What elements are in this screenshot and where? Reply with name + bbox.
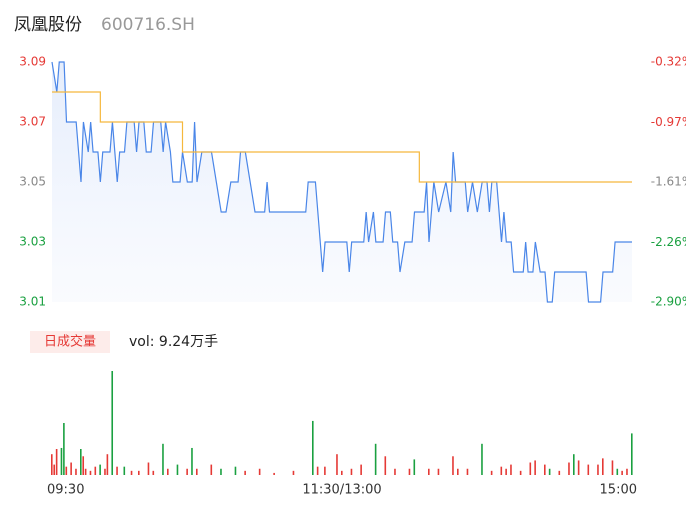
volume-bar <box>55 449 58 475</box>
volume-bar <box>534 460 536 475</box>
volume-bar <box>99 464 101 475</box>
volume-bar <box>104 468 106 475</box>
volume-bar <box>558 470 561 475</box>
volume-bar <box>60 447 63 475</box>
volume-bar <box>116 466 118 475</box>
volume-bar <box>162 443 164 475</box>
volume-bar <box>437 468 440 475</box>
volume-bar <box>626 468 628 475</box>
volume-bar <box>176 464 179 475</box>
volume-bar <box>631 433 633 475</box>
volume-bar <box>138 470 140 475</box>
volume-bar <box>210 464 213 475</box>
x-tick-label: 11:30/13:00 <box>302 483 381 498</box>
volume-text: vol: 9.24万手 <box>129 334 218 350</box>
volume-bar <box>544 464 546 475</box>
volume-bar <box>53 464 56 475</box>
volume-bar <box>500 466 503 475</box>
y2-tick-label: -0.32% <box>651 55 686 69</box>
volume-bar <box>167 468 169 475</box>
volume-bar <box>273 472 275 475</box>
volume-bar <box>75 468 77 475</box>
volume-bar <box>324 466 326 475</box>
volume-bar <box>89 470 92 475</box>
volume-bar <box>70 462 72 475</box>
volume-bar <box>341 470 343 475</box>
volume-bar <box>130 470 133 475</box>
y2-tick-label: -0.97% <box>651 115 686 129</box>
volume-bar <box>428 468 430 475</box>
volume-bar <box>220 468 222 475</box>
volume-bar <box>374 443 377 475</box>
volume-bar <box>573 454 575 475</box>
volume-bar <box>244 470 246 475</box>
volume-bar <box>152 470 155 475</box>
volume-bar <box>336 454 338 475</box>
y-tick-label: 3.01 <box>19 295 46 309</box>
volume-bar <box>568 462 570 475</box>
volume-bar <box>577 460 580 475</box>
volume-bar <box>51 454 53 475</box>
volume-bar <box>82 456 85 475</box>
volume-bar <box>621 470 623 475</box>
volume-bar <box>510 464 512 475</box>
volume-bar <box>106 454 109 475</box>
y-tick-label: 3.03 <box>19 235 46 249</box>
volume-bar <box>292 470 295 475</box>
volume-bar <box>490 470 493 475</box>
series-line <box>51 61 632 303</box>
volume-bar <box>234 466 237 475</box>
volume-bar <box>529 462 532 475</box>
stock-code: 600716.SH <box>101 15 195 35</box>
volume-bar <box>457 468 459 475</box>
volume-bar <box>350 468 353 475</box>
volume-bar <box>80 449 82 475</box>
volume-bar <box>94 466 97 475</box>
volume-bar <box>316 466 319 475</box>
volume-bar <box>258 468 261 475</box>
y-tick-label: 3.07 <box>19 115 46 129</box>
x-tick-label: 09:30 <box>47 483 84 498</box>
volume-label: 日成交量 <box>44 334 96 350</box>
volume-bar <box>466 468 469 475</box>
volume-bar <box>360 464 362 475</box>
x-tick-label: 15:00 <box>600 483 637 498</box>
volume-bar <box>481 443 483 475</box>
volume-bar <box>602 458 604 475</box>
volume-bar <box>597 464 599 475</box>
volume-bar <box>394 468 396 475</box>
volume-bar <box>519 470 522 475</box>
volume-bar <box>63 423 65 475</box>
series-line <box>52 91 632 183</box>
volume-bar <box>312 420 314 475</box>
volume-bar <box>191 447 193 475</box>
volume-bar <box>84 468 87 475</box>
volume-bar <box>147 462 150 475</box>
volume-badge <box>30 331 110 353</box>
volume-bar <box>611 460 614 475</box>
volume-bar <box>408 468 411 475</box>
stock-name: 凤凰股份 <box>14 15 82 35</box>
volume-bar <box>111 371 114 475</box>
volume-bar <box>384 456 387 475</box>
volume-bar <box>505 468 507 475</box>
y2-tick-label: -2.90% <box>651 295 686 309</box>
y-tick-label: 3.05 <box>19 175 46 189</box>
volume-bar <box>548 468 551 475</box>
volume-bar <box>186 468 188 475</box>
volume-bar <box>65 466 68 475</box>
volume-bar <box>123 466 126 475</box>
volume-bar <box>413 459 416 475</box>
y2-tick-label: -2.26% <box>651 235 686 249</box>
volume-bar <box>196 468 198 475</box>
volume-bar <box>452 456 454 475</box>
volume-bar <box>587 464 590 475</box>
y-tick-label: 3.09 <box>19 55 46 69</box>
volume-bar <box>616 468 619 475</box>
price-area <box>52 62 632 302</box>
y2-tick-label: -1.61% <box>651 175 686 189</box>
